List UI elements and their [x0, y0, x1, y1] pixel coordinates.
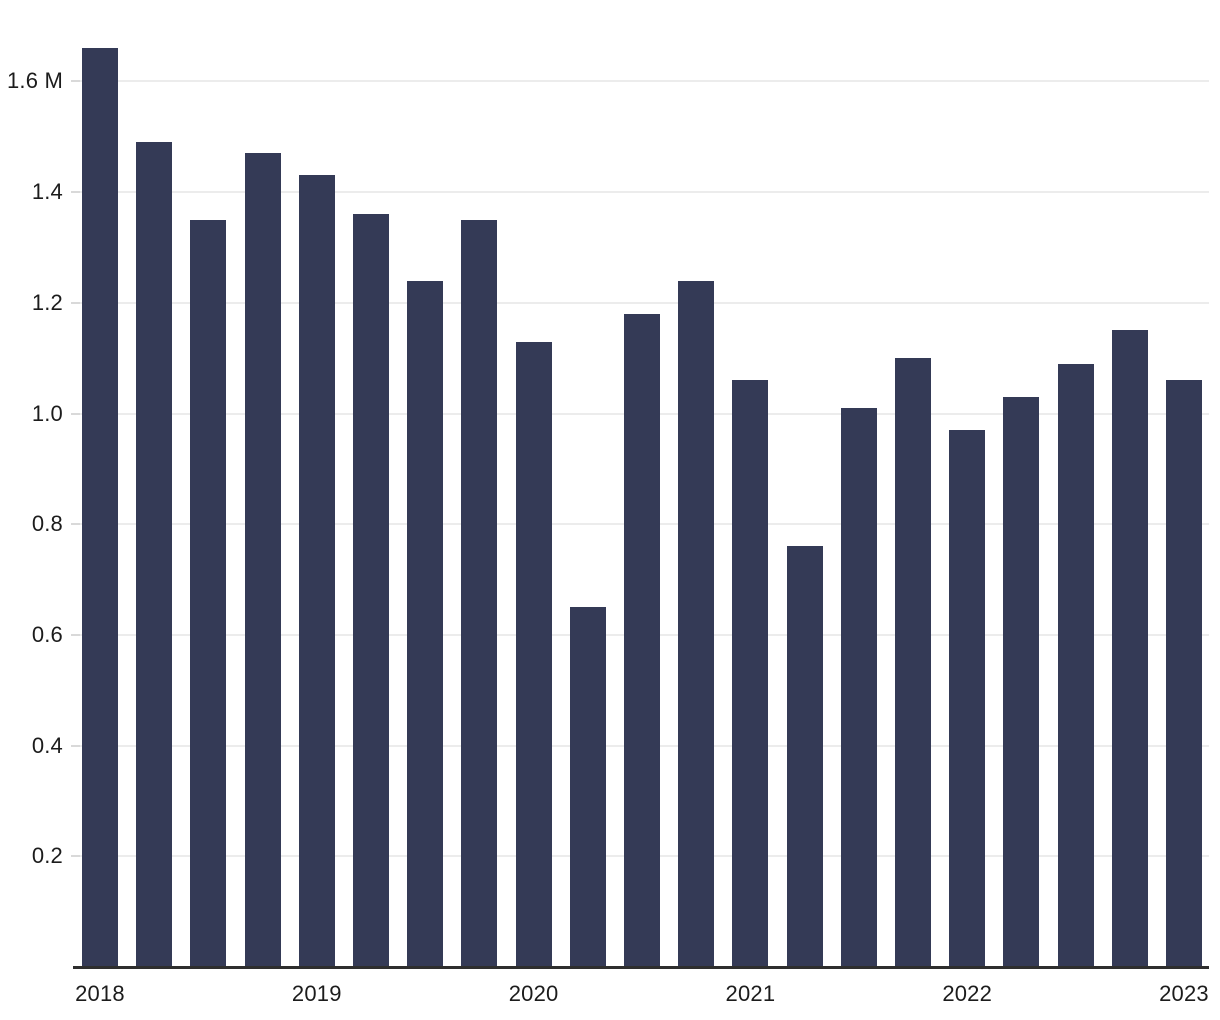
y-axis-tick	[71, 80, 80, 83]
y-axis-tick	[71, 633, 80, 636]
y-axis-tick	[71, 412, 80, 415]
y-axis-tick	[71, 855, 80, 858]
y-axis-tick	[71, 744, 80, 747]
bar[interactable]	[461, 219, 498, 967]
x-axis-label: 2021	[725, 981, 776, 1006]
y-axis-tick	[71, 523, 80, 526]
x-axis-label: 2020	[508, 981, 559, 1006]
bar[interactable]	[1166, 380, 1202, 967]
bar[interactable]	[136, 142, 173, 967]
bar[interactable]	[840, 407, 877, 967]
x-axis-label: 2022	[942, 981, 993, 1006]
y-axis-tick-label: 0.4	[31, 732, 63, 758]
bar[interactable]	[1057, 363, 1094, 967]
bar[interactable]	[190, 219, 227, 967]
bar[interactable]	[1111, 330, 1148, 967]
bar[interactable]	[678, 280, 715, 967]
bar[interactable]	[407, 280, 444, 967]
bar[interactable]	[786, 546, 823, 967]
gridline	[74, 80, 1209, 83]
y-axis-tick	[71, 191, 80, 194]
bar[interactable]	[515, 341, 552, 967]
y-axis-tick-label: 1.6 M	[6, 68, 63, 94]
bar[interactable]	[1003, 396, 1040, 967]
bar[interactable]	[569, 607, 606, 967]
bar[interactable]	[624, 313, 660, 967]
bar[interactable]	[298, 175, 335, 967]
bar[interactable]	[82, 48, 118, 967]
bar[interactable]	[353, 214, 389, 967]
x-axis-label: 2018	[75, 981, 125, 1006]
y-axis-tick-label: 1.2	[31, 289, 63, 315]
gridline	[74, 191, 1209, 194]
y-axis-tick-label: 0.2	[31, 843, 63, 869]
y-axis-tick-label: 0.8	[31, 511, 63, 537]
x-axis-label: 2019	[291, 981, 342, 1006]
gridline	[74, 301, 1209, 304]
x-axis-line	[73, 966, 1209, 969]
y-axis-tick	[71, 301, 80, 304]
y-axis-tick-label: 0.6	[31, 621, 63, 647]
y-axis-tick-label: 1.0	[31, 400, 63, 426]
bar[interactable]	[244, 153, 281, 967]
y-axis-tick-label: 1.4	[31, 179, 63, 205]
bar[interactable]	[732, 380, 769, 967]
bar[interactable]	[895, 358, 931, 967]
bar[interactable]	[949, 430, 986, 967]
x-axis-label: 2023	[1159, 981, 1209, 1006]
